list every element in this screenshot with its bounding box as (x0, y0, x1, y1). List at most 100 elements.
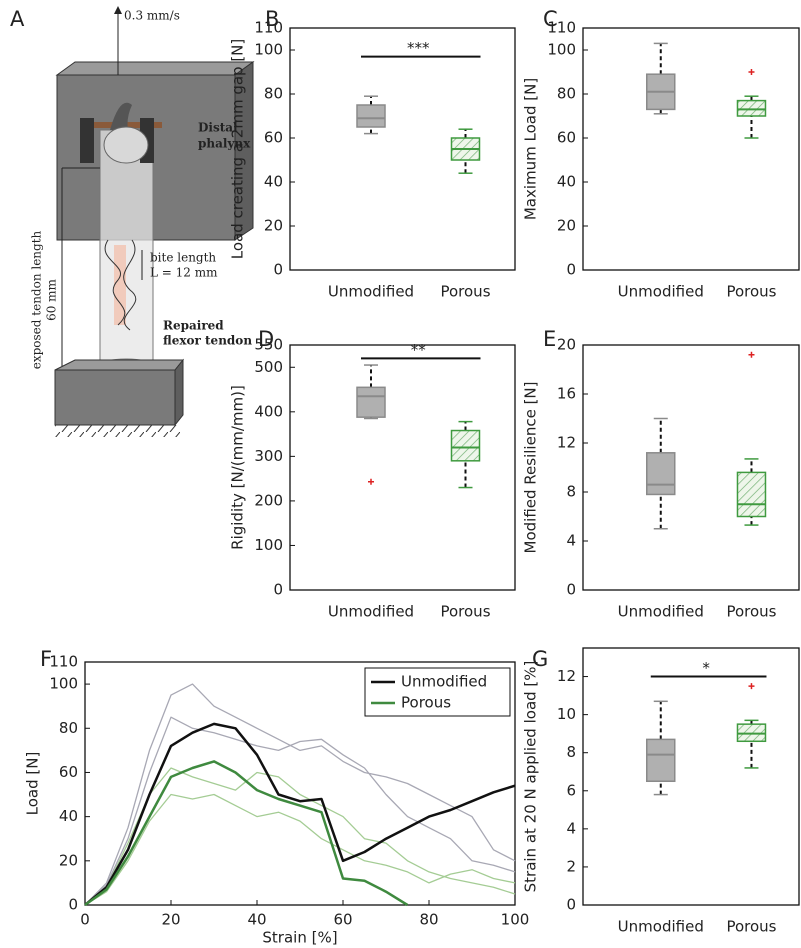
x-tick-label: Unmodified (618, 918, 704, 936)
y-tick-label: 100 (49, 675, 78, 693)
y-tick-label: 60 (557, 129, 576, 147)
y-tick-label: 0 (273, 261, 283, 279)
y-tick-label: 40 (264, 173, 283, 191)
panel-letter: E (543, 327, 556, 351)
axes-frame (84, 661, 516, 906)
diagram-label: L = 12 mm (150, 266, 218, 280)
y-tick-label: 12 (557, 667, 576, 685)
y-tick-label: 0 (566, 261, 576, 279)
line-series (84, 683, 516, 906)
box (646, 452, 676, 496)
y-tick-label: 20 (557, 217, 576, 235)
y-tick-label: 20 (557, 336, 576, 354)
y-tick-label: 60 (59, 763, 78, 781)
y-axis-label: Maximum Load [N] (522, 78, 540, 220)
y-axis-label: Rigidity [N/(mm/mm)] (229, 385, 247, 550)
y-tick-label: 6 (566, 781, 576, 799)
y-tick-label: 0 (566, 581, 576, 599)
y-tick-label: 0 (566, 896, 576, 914)
x-tick-label: Unmodified (328, 283, 414, 301)
box (356, 386, 386, 418)
y-axis-label: Load creating a 2mm gap [N] (229, 39, 247, 260)
box (356, 104, 386, 128)
y-tick-label: 100 (254, 41, 283, 59)
y-tick-label: 500 (254, 358, 283, 376)
y-tick-label: 80 (264, 85, 283, 103)
line-series (84, 760, 409, 907)
panel-letter: A (10, 7, 25, 31)
diagram-label: Distal (198, 121, 238, 135)
y-tick-label: 550 (254, 336, 283, 354)
y-tick-label: 8 (566, 743, 576, 761)
box (646, 738, 676, 783)
axes-frame (289, 344, 516, 591)
axes-frame (582, 344, 800, 591)
y-tick-label: 20 (59, 851, 78, 869)
y-tick-label: 2 (566, 857, 576, 875)
significance-label: ** (411, 341, 427, 359)
y-tick-label: 4 (566, 819, 576, 837)
y-tick-label: 16 (557, 385, 576, 403)
x-tick-label: Porous (440, 603, 490, 621)
outlier (368, 478, 374, 485)
y-tick-label: 60 (264, 129, 283, 147)
x-tick-label: Porous (440, 283, 490, 301)
legend-box (364, 667, 511, 717)
y-tick-label: 40 (557, 173, 576, 191)
x-tick-label: Unmodified (618, 603, 704, 621)
y-axis-label: Strain at 20 N applied load [%] (522, 661, 540, 893)
y-tick-label: 8 (566, 483, 576, 501)
diagram-label: phalynx (198, 137, 251, 151)
x-tick-label: Unmodified (328, 603, 414, 621)
x-tick-label: Porous (726, 283, 776, 301)
outlier (748, 683, 755, 690)
x-axis-label: Strain [%] (262, 929, 337, 947)
y-tick-label: 80 (59, 719, 78, 737)
panel-letter: G (532, 647, 548, 671)
y-tick-label: 20 (264, 217, 283, 235)
y-tick-label: 0 (273, 581, 283, 599)
axes-frame (582, 27, 800, 271)
panel-letter: B (265, 7, 279, 31)
y-tick-label: 80 (557, 85, 576, 103)
y-axis-label: Modified Resilience [N] (522, 382, 540, 554)
x-tick-label: 40 (247, 911, 266, 929)
y-tick-label: 40 (59, 807, 78, 825)
axes-frame (582, 647, 800, 906)
speed-label: 0.3 mm/s (124, 9, 180, 23)
y-tick-label: 0 (68, 896, 78, 914)
x-tick-label: 100 (501, 911, 530, 929)
box (450, 429, 481, 462)
x-tick-label: 80 (419, 911, 438, 929)
y-tick-label: 110 (254, 19, 283, 37)
y-tick-label: 100 (254, 536, 283, 554)
significance-label: * (702, 659, 710, 677)
x-tick-label: Unmodified (618, 283, 704, 301)
y-tick-label: 10 (557, 705, 576, 723)
x-tick-label: 0 (80, 911, 90, 929)
panel-letter: C (543, 7, 558, 31)
line-series (84, 716, 516, 906)
y-tick-label: 110 (49, 653, 78, 671)
legend-label: Unmodified (401, 673, 487, 691)
line-series (84, 722, 516, 906)
diagram-label: flexor tendon (163, 334, 252, 348)
diagram: A 0.3 mm/s Distal phalynx exposed tendon… (10, 6, 255, 437)
x-tick-label: 60 (333, 911, 352, 929)
legend-label: Porous (401, 694, 451, 712)
diagram-label: bite length (150, 251, 216, 265)
diagram-label: exposed tendon length (30, 230, 44, 369)
line-series (84, 767, 516, 906)
y-tick-label: 200 (254, 491, 283, 509)
y-axis-label: Load [N] (24, 752, 42, 816)
y-tick-label: 300 (254, 447, 283, 465)
diagram-label: 60 mm (45, 278, 59, 320)
y-tick-label: 110 (547, 19, 576, 37)
outlier (748, 351, 755, 358)
diagram-label: Repaired (163, 319, 224, 333)
y-tick-label: 4 (566, 532, 576, 550)
axes-frame (289, 27, 516, 271)
box (736, 99, 767, 117)
